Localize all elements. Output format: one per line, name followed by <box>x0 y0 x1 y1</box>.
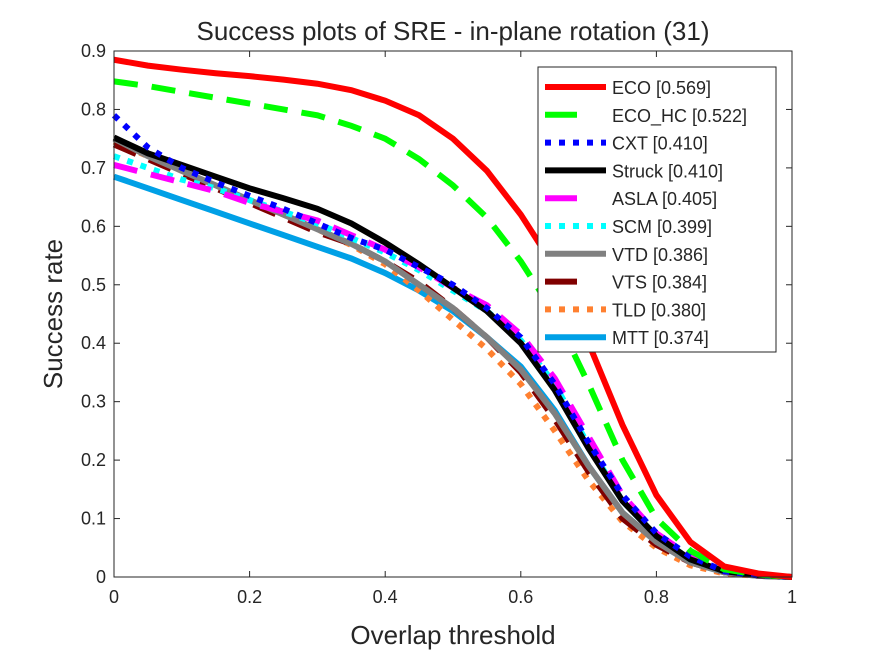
y-tick-label: 0.9 <box>81 41 106 61</box>
legend-label: VTS [0.384] <box>612 273 707 293</box>
y-axis-label: Success rate <box>38 239 68 389</box>
x-tick-label: 0 <box>109 587 119 607</box>
y-tick-label: 0.1 <box>81 509 106 529</box>
series-line-cxt <box>111 113 793 580</box>
series-line-vtd <box>112 136 793 580</box>
y-tick-label: 0.6 <box>81 216 106 236</box>
y-tick-label: 0.4 <box>81 333 106 353</box>
y-tick-label: 0.7 <box>81 158 106 178</box>
y-tick-label: 0.2 <box>81 450 106 470</box>
legend-label: VTD [0.386] <box>612 245 708 265</box>
y-tick-label: 0.3 <box>81 392 106 412</box>
legend-label: TLD [0.380] <box>612 300 706 320</box>
y-tick-label: 0.5 <box>81 275 106 295</box>
chart-title: Success plots of SRE - in-plane rotation… <box>196 16 709 46</box>
x-tick-label: 0.8 <box>644 587 669 607</box>
legend-label: ASLA [0.405] <box>612 189 717 209</box>
x-tick-label: 0.6 <box>508 587 533 607</box>
x-axis-label: Overlap threshold <box>350 620 555 650</box>
legend-label: Struck [0.410] <box>612 161 723 181</box>
x-tick-label: 0.4 <box>373 587 398 607</box>
legend: ECO [0.569] ECO_HC [0.522] CXT [0.410] Stru… <box>537 66 777 353</box>
series-line-tld <box>112 138 793 580</box>
legend-box <box>537 66 777 353</box>
plot-area-border <box>113 50 793 578</box>
x-tick-label: 1 <box>787 587 797 607</box>
y-tick-label: 0 <box>96 567 106 587</box>
series-line-eco <box>113 56 793 580</box>
legend-label: ECO_HC [0.522] <box>612 106 747 127</box>
y-tick-label: 0.8 <box>81 99 106 119</box>
legend-label: SCM [0.399] <box>612 217 712 237</box>
legend-label: MTT [0.374] <box>612 328 709 348</box>
legend-label: CXT [0.410] <box>612 134 708 154</box>
series-line-eco_hc <box>113 78 793 580</box>
legend-label: ECO [0.569] <box>612 78 711 98</box>
x-tick-label: 0.2 <box>237 587 262 607</box>
